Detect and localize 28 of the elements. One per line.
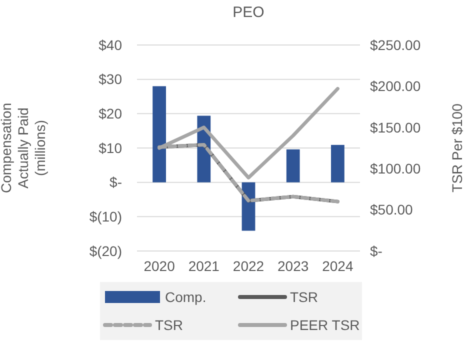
x-tick-label: 2024 xyxy=(322,258,354,274)
y2-tick-label: $50.00 xyxy=(370,202,414,218)
y-tick-label: $20 xyxy=(98,106,122,122)
x-tick-label: 2020 xyxy=(144,258,176,274)
y-tick-label: $30 xyxy=(98,71,122,88)
bar xyxy=(152,86,166,182)
bar xyxy=(286,149,300,182)
y-tick-label: $(20) xyxy=(89,242,122,259)
y2-tick-label: $250.00 xyxy=(370,36,421,53)
bar xyxy=(331,144,344,182)
x-tick-label: 2023 xyxy=(278,258,309,274)
x-tick-label: 2021 xyxy=(188,258,220,274)
y2-tick-label: $- xyxy=(370,242,383,259)
y-tick-label: $- xyxy=(110,174,122,190)
legend-label: TSR xyxy=(155,316,183,333)
legend-label: TSR xyxy=(290,288,318,305)
chart-title: PEO xyxy=(232,4,264,21)
y2-tick-label: $100.00 xyxy=(370,160,421,176)
y2-axis-title: TSR Per $100 xyxy=(449,103,465,192)
y-tick-label: $(10) xyxy=(89,208,122,225)
x-tick-label: 2022 xyxy=(232,258,264,274)
legend-label: PEER TSR xyxy=(290,316,360,333)
y2-tick-label: $200.00 xyxy=(370,78,421,94)
y-axis-title: Compensation Actually Paid (millions) xyxy=(0,102,48,194)
y2-tick-label: $150.00 xyxy=(370,119,421,136)
y-tick-label: $10 xyxy=(98,140,122,156)
legend-label: Comp. xyxy=(165,288,206,305)
y-tick-label: $40 xyxy=(98,36,122,53)
